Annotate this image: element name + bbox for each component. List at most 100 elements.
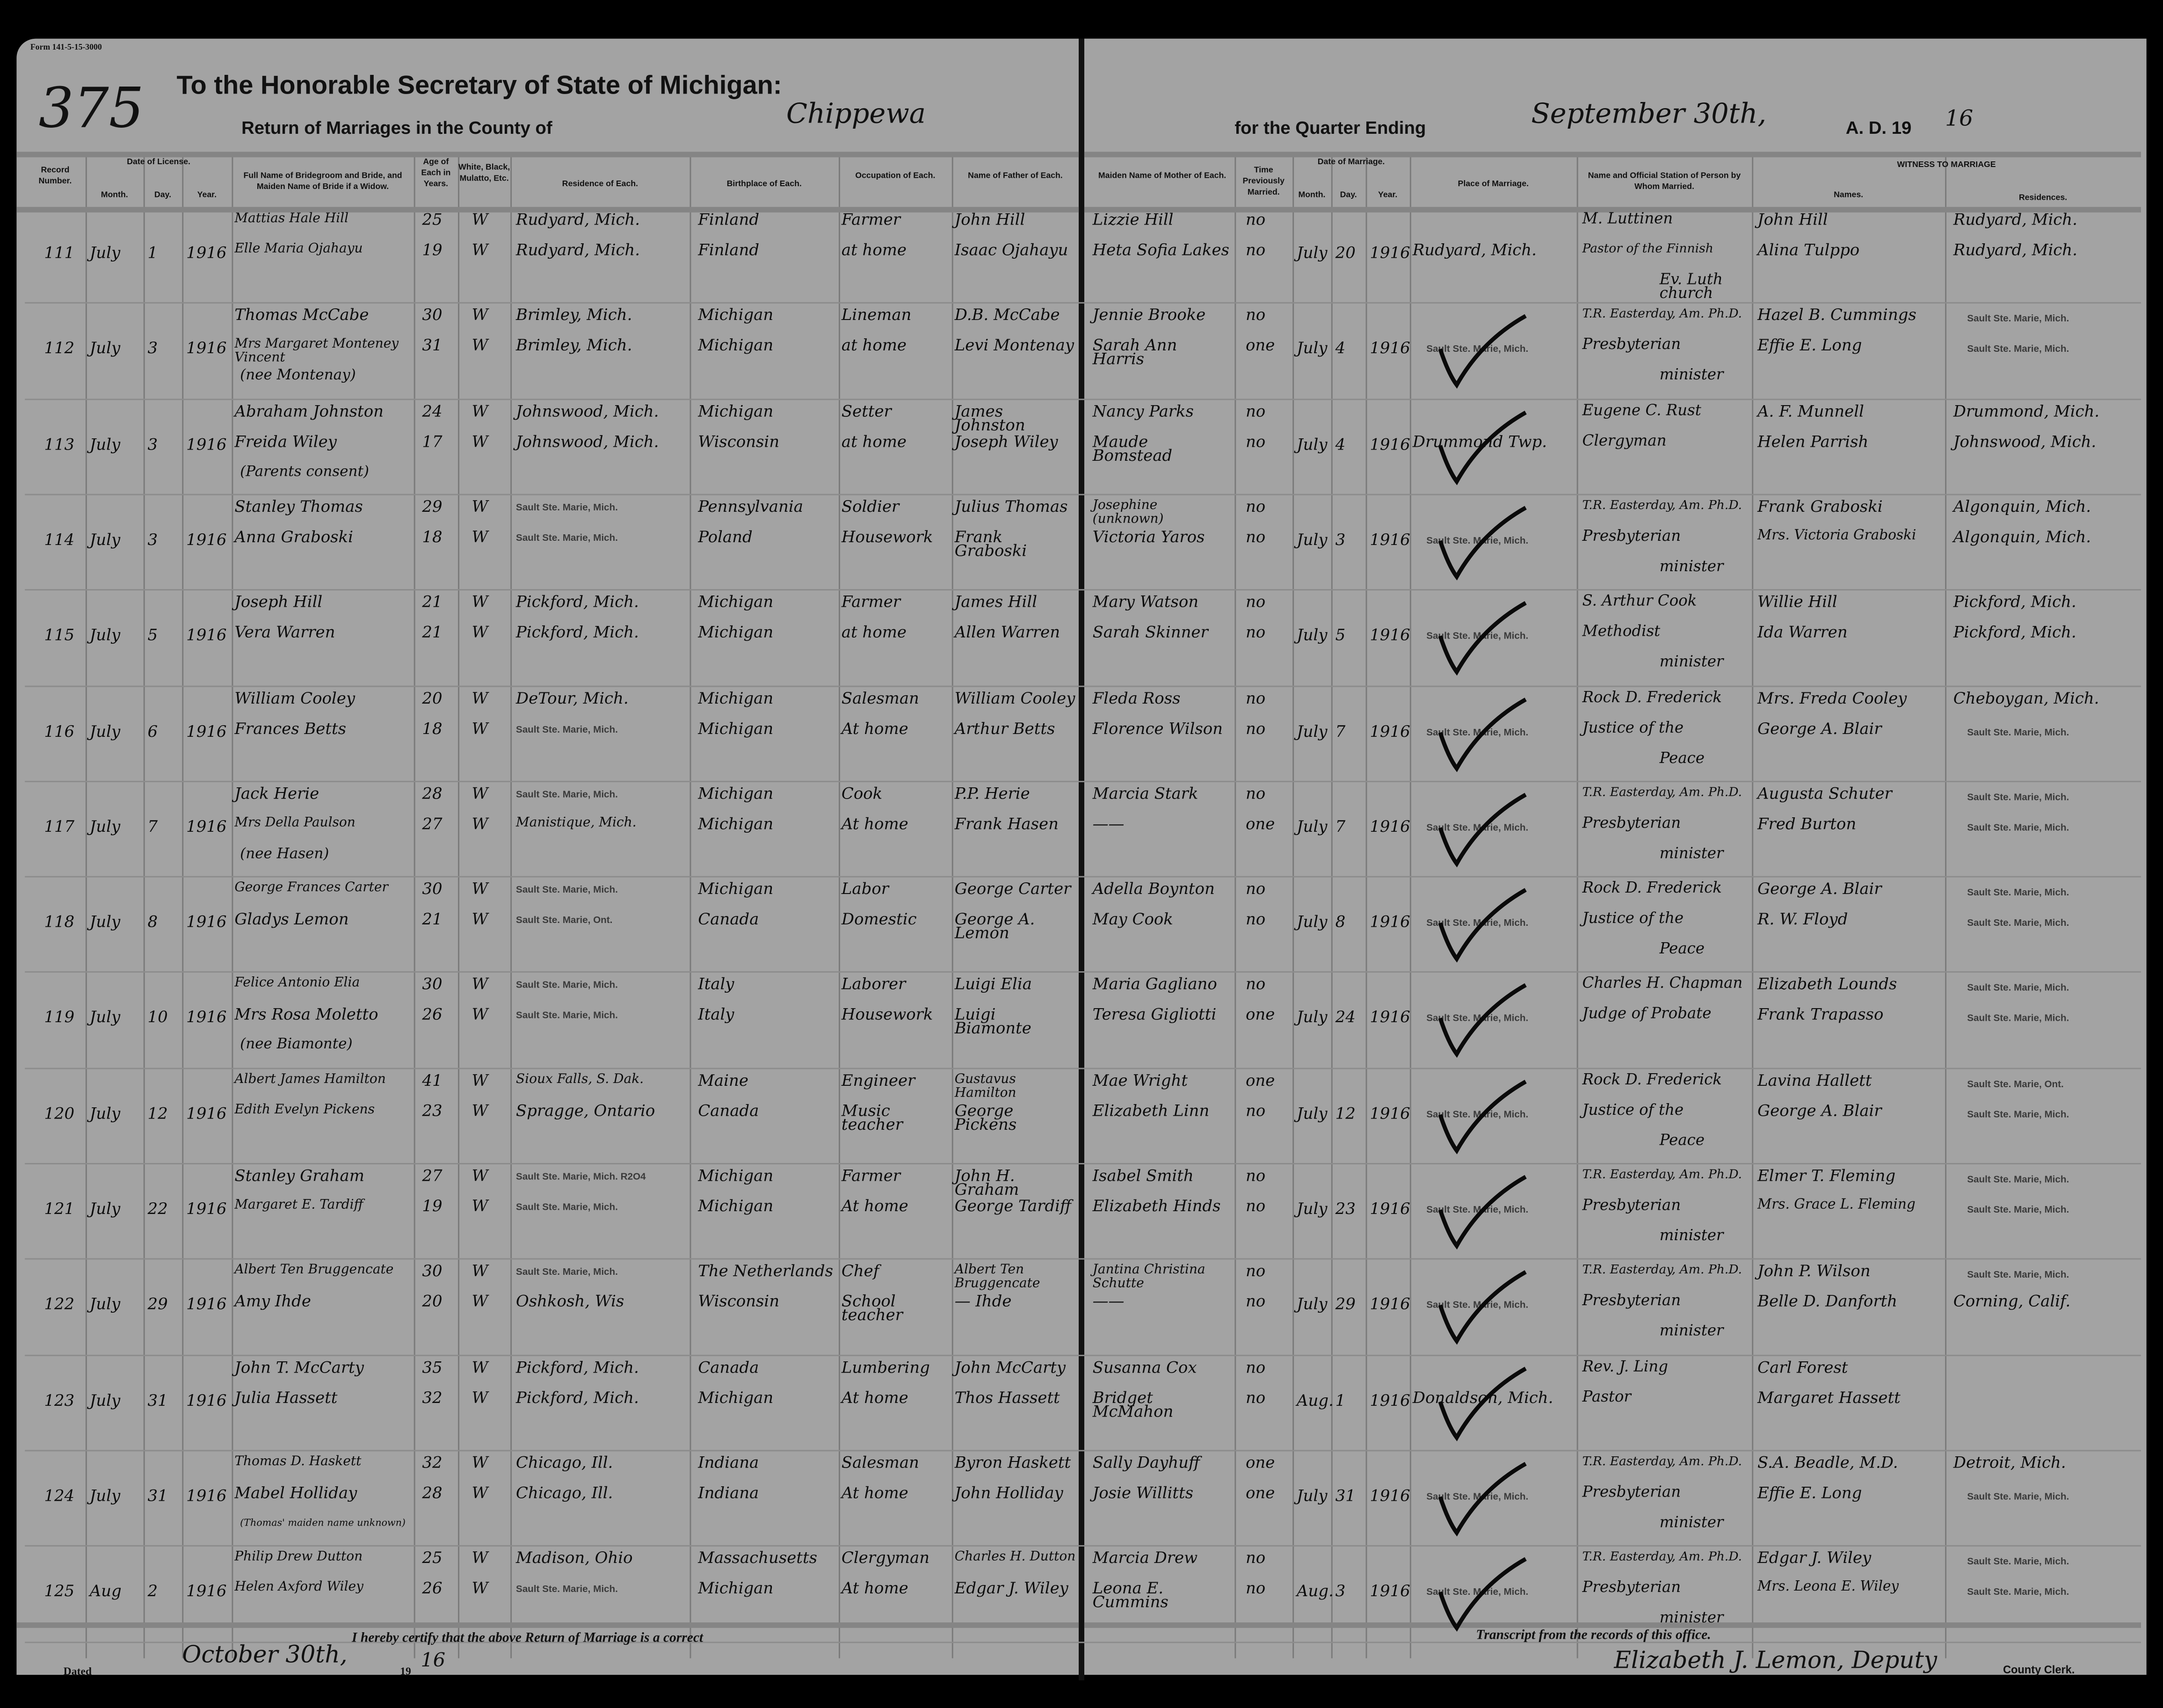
bride-mother: Florence Wilson bbox=[1092, 718, 1223, 738]
groom-race: W bbox=[472, 1548, 488, 1568]
witness-name: R. W. Floyd bbox=[1757, 909, 1848, 929]
groom-name: Albert Ten Bruggencate bbox=[234, 1263, 394, 1278]
bride-name: Gladys Lemon bbox=[234, 909, 349, 929]
bride-birth: Finland bbox=[698, 240, 760, 260]
record-divider bbox=[25, 494, 2141, 495]
license-year: 1916 bbox=[186, 1390, 227, 1410]
bride-times: one bbox=[1245, 814, 1275, 833]
groom-mother: Mary Watson bbox=[1092, 592, 1199, 611]
bride-res: Sault Ste. Marie, Ont. bbox=[515, 916, 613, 926]
marriage-year: 1916 bbox=[1370, 1199, 1410, 1218]
record-divider bbox=[25, 1545, 2141, 1547]
bride-mother: —— bbox=[1092, 814, 1125, 833]
groom-age: 25 bbox=[422, 1548, 443, 1568]
marriage-day: 8 bbox=[1335, 912, 1346, 931]
bride-birth: Michigan bbox=[698, 1578, 774, 1598]
groom-name: Thomas McCabe bbox=[234, 305, 369, 325]
license-day: 7 bbox=[147, 816, 158, 836]
groom-name: William Cooley bbox=[234, 688, 355, 707]
bride-father: Luigi Biamonte bbox=[954, 1005, 1031, 1038]
groom-name: Stanley Thomas bbox=[234, 496, 363, 516]
officiant-line: Rock D. Frederick bbox=[1582, 1070, 1722, 1088]
witness-residence: Algonquin, Mich. bbox=[1953, 496, 2091, 516]
witness-name: George A. Blair bbox=[1757, 718, 1882, 738]
officiant-line: Presbyterian bbox=[1582, 527, 1681, 545]
checkmark-icon bbox=[1438, 1079, 1527, 1154]
license-month: July bbox=[89, 720, 121, 741]
column-header-record: Record Number. bbox=[38, 167, 72, 187]
bride-mother: Teresa Gigliotti bbox=[1092, 1005, 1217, 1025]
groom-times: no bbox=[1245, 305, 1266, 325]
bride-mother: Elizabeth Linn bbox=[1092, 1100, 1210, 1120]
bride-occ: Housework bbox=[841, 527, 933, 546]
bride-res: Oshkosh, Wis bbox=[515, 1292, 624, 1311]
witness-residence: Sault Ste. Marie, Mich. bbox=[1967, 1557, 2069, 1568]
officiant-line: Peace bbox=[1659, 939, 1705, 958]
bride-race: W bbox=[472, 1578, 488, 1598]
witness-name: Carl Forest bbox=[1757, 1357, 1848, 1376]
license-day: 5 bbox=[147, 625, 158, 645]
marriage-year: 1916 bbox=[1370, 243, 1410, 262]
witness-name: Fred Burton bbox=[1757, 814, 1857, 833]
license-year: 1916 bbox=[186, 530, 227, 549]
groom-times: no bbox=[1245, 496, 1266, 516]
bride-name: Edith Evelyn Pickens bbox=[234, 1102, 375, 1117]
license-year: 1916 bbox=[186, 338, 227, 358]
officiant-line: Presbyterian bbox=[1582, 335, 1681, 354]
groom-race: W bbox=[472, 1165, 488, 1185]
column-header-witness_res: Residences. bbox=[2018, 194, 2068, 203]
groom-occ: Farmer bbox=[841, 210, 901, 229]
officiant-line: Justice of the bbox=[1582, 1100, 1684, 1119]
left-page bbox=[16, 38, 1079, 1675]
license-month: July bbox=[89, 1103, 121, 1123]
bride-times: no bbox=[1245, 1578, 1266, 1598]
bride-mother: Elizabeth Hinds bbox=[1092, 1196, 1221, 1216]
groom-birth: Massachusetts bbox=[698, 1548, 818, 1568]
bride-mother: Bridget McMahon bbox=[1092, 1387, 1174, 1421]
officiant-line: T.R. Easterday, Am. Ph.D. bbox=[1582, 1168, 1742, 1183]
groom-name: John T. McCarty bbox=[234, 1357, 364, 1376]
license-year: 1916 bbox=[186, 816, 227, 836]
officiant-line: minister bbox=[1659, 1513, 1724, 1532]
officiant-line: Eugene C. Rust bbox=[1582, 400, 1701, 419]
groom-times: no bbox=[1245, 783, 1266, 803]
license-month: July bbox=[89, 625, 121, 645]
bride-mother: Sarah Skinner bbox=[1092, 622, 1208, 642]
license-year: 1916 bbox=[186, 1485, 227, 1505]
column-rule bbox=[182, 154, 184, 1658]
bride-birth: Canada bbox=[698, 909, 759, 929]
bride-occ: At home bbox=[841, 814, 908, 833]
groom-race: W bbox=[472, 210, 488, 229]
officiant-line: Justice of the bbox=[1582, 909, 1684, 928]
column-rule bbox=[838, 154, 840, 1658]
column-header-officiant: Name and Official Station of Person by W… bbox=[1588, 172, 1741, 192]
witness-residence: Sault Ste. Marie, Mich. bbox=[1967, 345, 2069, 355]
witness-residence: Pickford, Mich. bbox=[1953, 622, 2076, 642]
bride-mother: May Cook bbox=[1092, 909, 1173, 929]
officiant-line: Rock D. Frederick bbox=[1582, 879, 1722, 897]
marriage-day: 4 bbox=[1335, 338, 1346, 358]
groom-occ: Soldier bbox=[841, 496, 900, 516]
groom-race: W bbox=[472, 974, 488, 994]
column-header-residence: Residence of Each. bbox=[562, 181, 638, 189]
officiant-line: T.R. Easterday, Am. Ph.D. bbox=[1582, 1551, 1742, 1565]
bride-age: 18 bbox=[422, 527, 443, 546]
county-clerk-label: County Clerk. bbox=[2003, 1664, 2075, 1677]
bride-res: Rudyard, Mich. bbox=[515, 240, 640, 260]
page-number: 375 bbox=[38, 77, 144, 141]
groom-birth: Michigan bbox=[698, 688, 774, 707]
witness-name: Helen Parrish bbox=[1757, 431, 1869, 451]
groom-name: Abraham Johnston bbox=[234, 400, 384, 421]
officiant-line: Pastor bbox=[1582, 1387, 1631, 1405]
groom-birth: Michigan bbox=[698, 592, 774, 611]
column-header-name: Full Name of Bridegroom and Bride, and M… bbox=[243, 172, 402, 192]
license-day: 1 bbox=[147, 243, 158, 262]
license-year: 1916 bbox=[186, 912, 227, 931]
bride-res: Sault Ste. Marie, Mich. bbox=[515, 1585, 618, 1595]
groom-res: Chicago, Ill. bbox=[515, 1452, 613, 1472]
groom-mother: Sally Dayhuff bbox=[1092, 1452, 1200, 1472]
marriage-day: 20 bbox=[1335, 243, 1356, 262]
bride-birth: Michigan bbox=[698, 622, 774, 642]
bride-occ: at home bbox=[841, 335, 907, 355]
groom-name: Albert James Hamilton bbox=[234, 1071, 386, 1087]
